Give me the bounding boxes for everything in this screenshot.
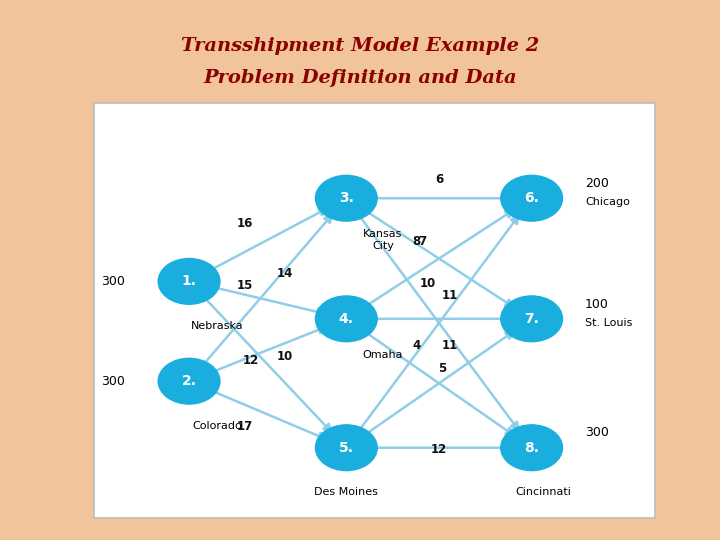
FancyBboxPatch shape — [94, 103, 655, 518]
Text: Problem Definition and Data: Problem Definition and Data — [203, 69, 517, 87]
Text: Transshipment Model Example 2: Transshipment Model Example 2 — [181, 37, 539, 55]
